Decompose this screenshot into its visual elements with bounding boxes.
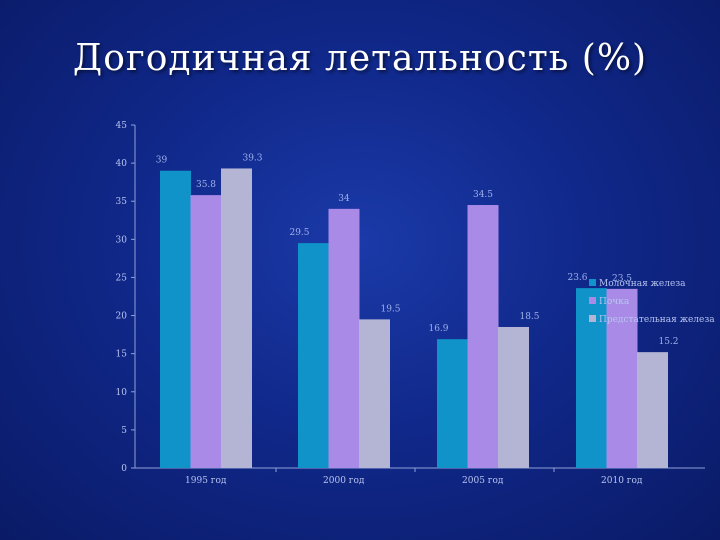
bar-3-2 xyxy=(637,352,668,468)
data-label: 16.9 xyxy=(428,324,448,334)
legend-swatch-2 xyxy=(589,315,596,322)
y-tick-label: 25 xyxy=(116,273,128,283)
bar-1-1 xyxy=(328,208,360,468)
legend-swatch-1 xyxy=(589,297,596,304)
data-label: 23.5 xyxy=(612,274,632,284)
slide-title: Догодичная летальность (%) xyxy=(72,38,648,79)
bar-1-0 xyxy=(298,243,329,468)
data-label: 19.5 xyxy=(380,304,400,314)
y-tick-label: 10 xyxy=(116,388,128,398)
data-label: 39 xyxy=(156,156,168,166)
data-label: 34 xyxy=(338,194,350,204)
bar-2-0 xyxy=(437,339,468,468)
bar-0-1 xyxy=(190,195,222,468)
legend-label-1: Почка xyxy=(599,297,630,307)
chart-data-labels: 39 35.8 39.3 29.5 34 19.5 16.9 34.5 18.5 23.6 23.5… xyxy=(156,153,679,347)
bar-1-2 xyxy=(359,319,390,468)
data-label: 23.6 xyxy=(567,273,587,283)
y-tick-label: 35 xyxy=(116,197,128,207)
y-tick-label: 0 xyxy=(121,464,127,474)
x-tick-label: 2000 год xyxy=(323,476,365,486)
y-tick-label: 5 xyxy=(121,426,127,436)
bar-2-1 xyxy=(467,205,499,469)
x-tick-label: 2005 год xyxy=(462,476,504,486)
x-tick-label: 2010 год xyxy=(601,476,643,486)
legend-label-2: Предстательная железа xyxy=(599,315,715,325)
bar-0-2 xyxy=(221,168,252,469)
x-tick-label: 1995 год xyxy=(185,476,227,486)
data-label: 29.5 xyxy=(289,228,309,238)
legend-label-0: Молочная железа xyxy=(599,279,686,289)
chart-legend: Молочная железа Почка Предстательная желез… xyxy=(589,279,715,325)
legend-swatch-0 xyxy=(589,279,596,286)
data-label: 35.8 xyxy=(196,180,216,190)
data-label: 34.5 xyxy=(473,190,493,200)
y-tick-label: 30 xyxy=(116,235,128,245)
bar-0-0 xyxy=(160,170,191,468)
data-label: 39.3 xyxy=(242,153,262,163)
y-tick-label: 15 xyxy=(116,350,128,360)
y-tick-label: 20 xyxy=(116,312,128,322)
y-tick-label: 40 xyxy=(116,159,128,169)
bar-2-2 xyxy=(498,326,529,468)
data-label: 18.5 xyxy=(519,312,539,322)
bar-3-1 xyxy=(606,288,638,468)
chart-bars xyxy=(160,168,668,469)
data-label: 15.2 xyxy=(658,337,678,347)
y-tick-label: 45 xyxy=(116,121,128,131)
